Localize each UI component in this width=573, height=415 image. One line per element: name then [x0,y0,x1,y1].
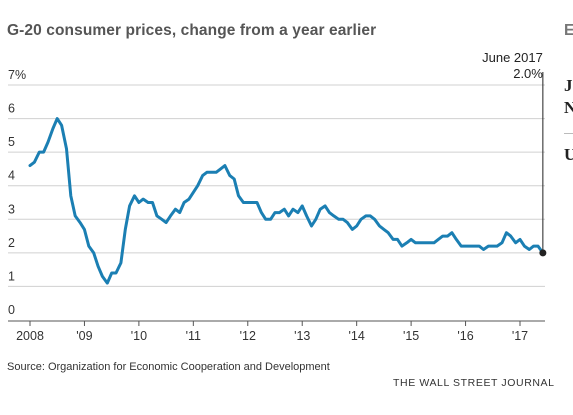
y-tick-label-0: 0 [8,303,15,317]
x-tick-label-2008: 2008 [16,329,44,343]
y-tick-label-5: 5 [8,135,15,149]
y-axis-tick-labels: 0 1 2 3 4 5 6 7% [8,68,26,317]
y-tick-label-4: 4 [8,169,15,183]
grid-lines [8,84,545,287]
x-tick-label-2017: '17 [512,329,528,343]
x-tick-label-2011: '11 [186,329,201,343]
y-tick-label-6: 6 [8,102,15,116]
x-tick-label-2015: '15 [403,329,419,343]
line-chart: 0 1 2 3 4 5 6 7% 2008 '09 '10 '11 '12 '13 '14 '15 '16 '1… [8,50,547,343]
annotation-value-label: 2.0% [513,66,543,81]
y-tick-label-3: 3 [8,202,15,216]
side-panel-letter-u: U [564,145,573,164]
x-tick-label-2013: '13 [294,329,310,343]
side-panel-letter-n: N [564,98,573,117]
side-panel-letter-j: J [564,76,573,95]
source-note: Source: Organization for Economic Cooper… [7,361,330,373]
publisher-credit: THE WALL STREET JOURNAL [393,377,555,389]
x-tick-label-2010: '10 [131,329,147,343]
annotation-date-label: June 2017 [482,50,543,65]
side-panel-letter-e: E [564,22,573,39]
chart-title: G-20 consumer prices, change from a year… [7,22,377,39]
side-panel-divider [564,133,573,134]
y-tick-label-1: 1 [8,269,15,283]
x-axis: 2008 '09 '10 '11 '12 '13 '14 '15 '16 '17 [8,320,545,343]
x-tick-label-2012: '12 [240,329,256,343]
x-tick-label-2016: '16 [457,329,473,343]
annotation-endpoint-dot [539,249,547,257]
x-tick-label-2009: '09 [76,329,92,343]
y-tick-label-7: 7% [8,68,26,82]
x-tick-label-2014: '14 [349,329,365,343]
y-tick-label-2: 2 [8,236,15,250]
series-line-g20-cpi [28,117,545,285]
